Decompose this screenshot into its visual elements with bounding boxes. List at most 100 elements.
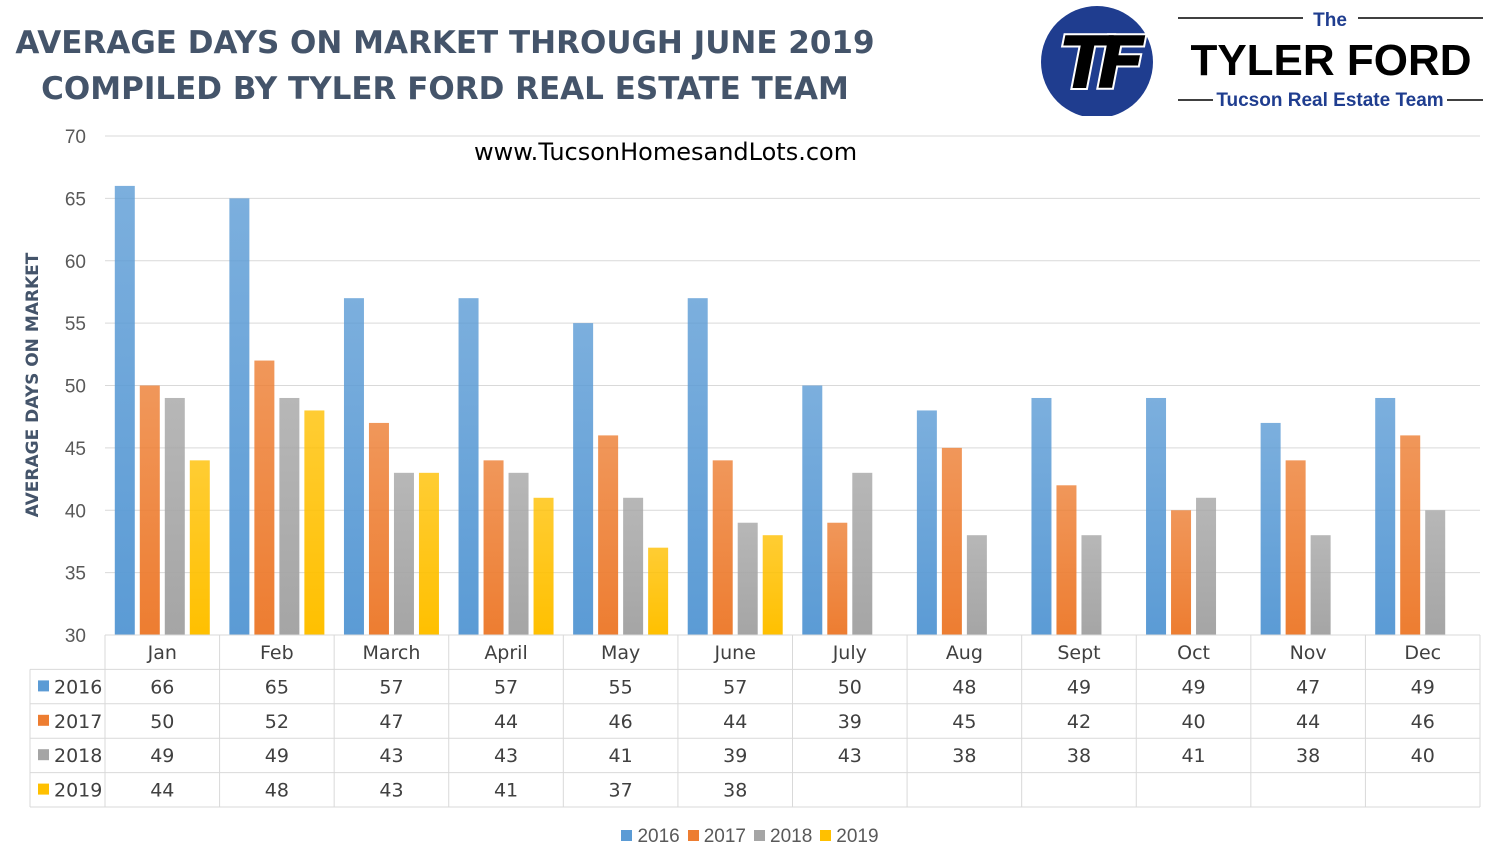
- bar: [762, 535, 783, 635]
- y-tick-label: 70: [65, 127, 86, 148]
- bar: [1146, 397, 1167, 635]
- bar: [941, 447, 962, 635]
- table-value: 38: [723, 780, 747, 802]
- chart-title-line-1: AVERAGE DAYS ON MARKET THROUGH JUNE 2019: [15, 25, 875, 61]
- bar: [1081, 535, 1102, 635]
- bar: [1400, 435, 1421, 635]
- website-url: www.TucsonHomesandLots.com: [474, 138, 858, 166]
- bar: [623, 497, 644, 635]
- bar: [573, 323, 594, 635]
- table-value: 55: [609, 676, 633, 698]
- table-series-label: 2019: [54, 780, 102, 802]
- table-value: 43: [379, 780, 403, 802]
- table-value: 38: [952, 745, 976, 767]
- bar: [114, 185, 135, 635]
- bar: [966, 535, 987, 635]
- legend-swatch: [754, 830, 765, 841]
- table-value: 43: [494, 745, 518, 767]
- chart-title-line-2: COMPILED BY TYLER FORD REAL ESTATE TEAM: [41, 71, 849, 107]
- chart-legend: 2016 2017 2018 2019: [0, 826, 1500, 848]
- y-tick-label: 60: [65, 252, 86, 273]
- bar: [737, 522, 758, 635]
- table-value: 40: [1411, 745, 1435, 767]
- y-tick-label: 45: [65, 439, 86, 460]
- table-value: 65: [265, 676, 289, 698]
- y-tick-label: 40: [65, 501, 86, 522]
- bar: [1196, 497, 1217, 635]
- table-value: 49: [265, 745, 289, 767]
- table-value: 38: [1067, 745, 1091, 767]
- table-value: 57: [494, 676, 518, 698]
- bar: [827, 522, 848, 635]
- bar: [458, 298, 479, 635]
- x-tick-label: Oct: [1177, 642, 1210, 664]
- tyler-ford-logo: TF The TYLER FORD Tucson Real Estate Tea…: [1041, 6, 1483, 116]
- table-value: 37: [609, 780, 633, 802]
- bar: [254, 360, 275, 635]
- table-value: 57: [379, 676, 403, 698]
- y-tick-label: 65: [65, 189, 86, 210]
- x-tick-label: Jan: [147, 642, 177, 664]
- legend-label: 2019: [836, 826, 879, 847]
- table-series-label: 2016: [54, 676, 102, 698]
- bar: [648, 547, 669, 635]
- x-tick-label: Aug: [946, 642, 983, 664]
- legend-item: 2016: [621, 826, 680, 848]
- bar: [189, 460, 210, 635]
- x-tick-label: May: [601, 642, 640, 664]
- bar: [916, 410, 937, 635]
- table-value: 49: [1181, 676, 1205, 698]
- bar: [598, 435, 619, 635]
- bar: [393, 472, 414, 635]
- table-value: 39: [838, 711, 862, 733]
- bar: [164, 397, 185, 635]
- bar: [368, 422, 389, 635]
- table-value: 47: [1296, 676, 1320, 698]
- table-value: 49: [1411, 676, 1435, 698]
- table-legend-swatch: [38, 749, 49, 761]
- bar: [1310, 535, 1331, 635]
- bar: [418, 472, 439, 635]
- table-series-label: 2017: [54, 711, 102, 733]
- legend-swatch: [820, 830, 832, 841]
- x-tick-label: Feb: [260, 642, 294, 664]
- bar: [508, 472, 529, 635]
- table-value: 40: [1181, 711, 1205, 733]
- bar: [802, 385, 823, 635]
- bar: [304, 410, 325, 635]
- table-value: 41: [494, 780, 518, 802]
- legend-label: 2016: [637, 826, 680, 847]
- bar: [1285, 460, 1306, 635]
- logo-the: The: [1313, 10, 1347, 31]
- bar: [1171, 510, 1192, 635]
- bar: [712, 460, 733, 635]
- bar: [1260, 422, 1281, 635]
- bar: [1425, 510, 1446, 635]
- legend-swatch: [621, 830, 633, 841]
- bar: [687, 298, 708, 635]
- bar: [229, 198, 250, 635]
- table-legend-swatch: [38, 680, 49, 692]
- table-value: 47: [379, 711, 403, 733]
- y-tick-label: 30: [65, 626, 86, 647]
- legend-item: 2019: [820, 826, 879, 848]
- legend-item: 2017: [687, 826, 746, 848]
- table-value: 43: [379, 745, 403, 767]
- table-series-label: 2018: [54, 745, 102, 767]
- bar: [139, 385, 160, 635]
- legend-label: 2017: [703, 826, 746, 847]
- bar: [483, 460, 504, 635]
- table-legend-swatch: [38, 783, 49, 795]
- table-value: 50: [838, 676, 862, 698]
- table-value: 49: [150, 745, 174, 767]
- y-tick-label: 50: [65, 377, 86, 398]
- legend-label: 2018: [770, 826, 813, 847]
- table-value: 44: [494, 711, 518, 733]
- table-value: 49: [1067, 676, 1091, 698]
- chart-title: AVERAGE DAYS ON MARKET THROUGH JUNE 2019…: [0, 20, 890, 112]
- table-value: 39: [723, 745, 747, 767]
- table-value: 46: [609, 711, 633, 733]
- bar: [279, 397, 300, 635]
- legend-swatch: [687, 830, 699, 841]
